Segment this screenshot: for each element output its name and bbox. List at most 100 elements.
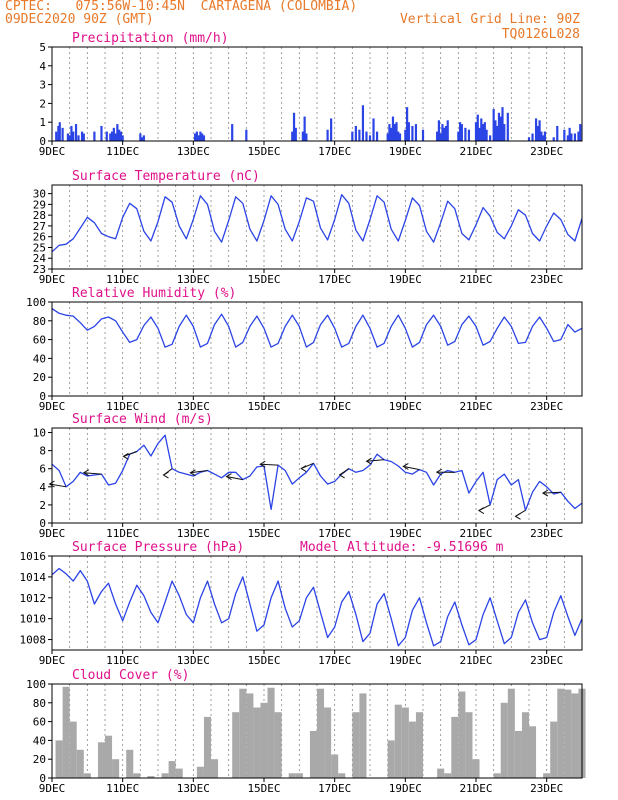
precip-bar xyxy=(496,125,499,141)
precip-bar xyxy=(66,133,69,141)
wind-arrow-head xyxy=(338,471,345,479)
precip-bar xyxy=(577,131,580,141)
rh-panel: 0 20 40 60 80 100 9DEC 11DEC 13DEC 15DEC 17DEC 19DE… xyxy=(26,286,583,413)
cloud-ytick-label: 80 xyxy=(33,697,46,710)
precip-bar xyxy=(395,122,398,141)
pres-ytick-label: 1008 xyxy=(20,634,47,647)
cloud-bar xyxy=(97,742,105,778)
cloud-bar xyxy=(521,712,529,778)
precip-bar xyxy=(199,131,202,141)
wind-arrow-shaft xyxy=(190,470,208,474)
pres-annotation: Model Altitude: -9.51696 m xyxy=(300,540,504,555)
cloud-frame xyxy=(51,683,583,779)
header-code: TQ0126L028 xyxy=(501,27,580,42)
cloud-bar xyxy=(437,768,445,778)
pres-xtick-label: 19DEC xyxy=(389,654,422,667)
cloud-bar xyxy=(239,688,247,778)
cloud-bar xyxy=(500,702,508,778)
precip-bar xyxy=(492,109,495,141)
wind-frame xyxy=(51,427,583,524)
cloud-bar xyxy=(161,773,169,778)
wind-xtick-label: 21DEC xyxy=(459,527,492,540)
cloud-bar xyxy=(401,707,409,778)
precip-bar xyxy=(109,133,112,141)
pres-panel: 1008 1010 1012 1014 1016 9DEC 11DEC 13DEC 15DEC 1… xyxy=(20,540,583,667)
wind-ytick-label: 6 xyxy=(39,463,46,476)
precip-frame xyxy=(51,46,583,142)
rh-ytick-label: 20 xyxy=(33,371,46,384)
rh-ytick-label: 80 xyxy=(33,315,46,328)
precip-bar xyxy=(72,131,75,141)
cloud-bar xyxy=(246,693,254,778)
precip-bar xyxy=(301,131,304,141)
cloud-bar xyxy=(126,749,134,778)
precip-bar xyxy=(112,127,115,141)
cloud-bar xyxy=(83,773,91,778)
pres-xtick-label: 17DEC xyxy=(318,654,351,667)
precip-xtick-label: 17DEC xyxy=(318,145,351,158)
temp-series-line xyxy=(51,194,583,253)
precip-bar xyxy=(231,124,234,141)
precip-bar xyxy=(497,112,501,141)
precip-bar xyxy=(464,127,467,141)
precip-bar xyxy=(421,129,425,141)
temp-title: Surface Temperature (nC) xyxy=(72,169,260,184)
precip-bar xyxy=(457,131,460,141)
precip-bar xyxy=(467,129,471,141)
precip-bar xyxy=(68,135,71,141)
temp-xtick-label: 17DEC xyxy=(318,273,351,286)
precip-bar xyxy=(195,131,198,141)
precip-bar xyxy=(485,129,488,141)
wind-arrow-head xyxy=(162,471,169,479)
wind-panel: 0 2 4 6 8 10 9DEC 11DEC 13DEC 15DEC 17DEC 19DEC 21DE… xyxy=(33,412,583,540)
rh-series-line xyxy=(51,308,583,348)
pres-xtick-label: 15DEC xyxy=(247,654,280,667)
rh-ytick-label: 40 xyxy=(33,352,46,365)
precip-bar xyxy=(506,112,509,141)
precip-bar xyxy=(460,124,463,141)
precip-bar xyxy=(398,133,402,141)
temp-ytick-label: 24 xyxy=(33,252,47,265)
pres-xtick-label: 11DEC xyxy=(106,654,139,667)
cloud-bar xyxy=(112,759,120,778)
temp-ytick-label: 29 xyxy=(33,198,46,211)
cloud-bar xyxy=(175,768,183,778)
precip-bar xyxy=(444,125,448,141)
temp-ytick-label: 23 xyxy=(33,263,46,276)
precip-bar xyxy=(534,118,538,141)
cloud-bar xyxy=(309,731,317,778)
cloud-bar xyxy=(415,712,423,778)
precip-bar xyxy=(406,107,409,141)
precip-bar xyxy=(57,125,60,141)
temp-ytick-label: 28 xyxy=(33,209,46,222)
pres-title: Surface Pressure (hPa) xyxy=(72,540,244,555)
precip-xtick-label: 21DEC xyxy=(459,145,492,158)
header-station: CPTEC: 075:56W-10:45N CARTAGENA (COLOMBI… xyxy=(5,0,358,14)
precip-bar xyxy=(478,127,481,141)
precip-bar xyxy=(368,135,372,141)
rh-frame xyxy=(51,301,583,397)
wind-xtick-label: 15DEC xyxy=(247,527,280,540)
precip-bar xyxy=(437,120,440,141)
wind-ytick-label: 4 xyxy=(39,481,46,494)
cloud-bar xyxy=(69,721,77,778)
wind-arrow-head xyxy=(82,469,90,477)
rh-xtick-label: 11DEC xyxy=(106,400,139,413)
wind-xtick-label: 19DEC xyxy=(389,527,422,540)
header-datetime: 09DEC2020 90Z (GMT) xyxy=(5,12,154,27)
precip-bar xyxy=(573,133,577,141)
precip-ytick-label: 2 xyxy=(39,97,46,110)
precip-bar xyxy=(82,133,85,141)
pres-series-line xyxy=(51,567,583,647)
wind-arrow-head xyxy=(225,473,232,480)
cloud-ytick-label: 20 xyxy=(33,753,46,766)
wind-ytick-label: 2 xyxy=(39,499,46,512)
cloud-bar xyxy=(514,731,522,778)
precip-ytick-label: 5 xyxy=(39,41,46,54)
cloud-bar xyxy=(550,721,558,778)
rh-ytick-label: 0 xyxy=(39,390,46,403)
cloud-xtick-label: 11DEC xyxy=(106,782,139,795)
precip-bar xyxy=(93,131,96,141)
cloud-bar xyxy=(451,716,459,778)
